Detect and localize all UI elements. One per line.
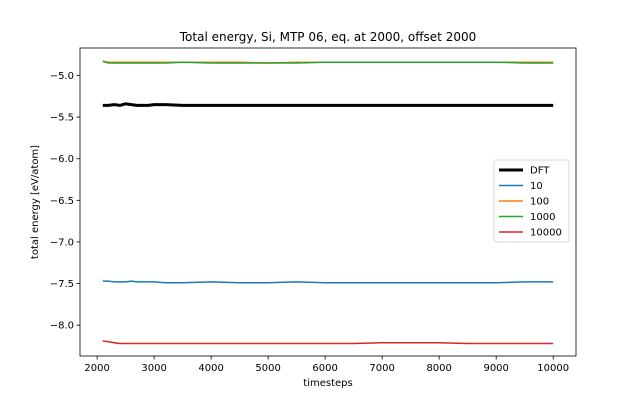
series-layer xyxy=(102,60,554,345)
legend-label-4: 10000 xyxy=(530,228,562,239)
chart-title: Total energy, Si, MTP 06, eq. at 2000, o… xyxy=(179,30,476,44)
x-tick-label: 6000 xyxy=(312,363,337,374)
plot-area: 2000 3000 4000 5000 6000 7000 8000 9000 10000 −5… xyxy=(50,47,577,374)
x-tick-label: 2000 xyxy=(84,363,109,374)
y-ticks: −5.0 −5.5 −6.0 −6.5 −7.0 −7.5 −8.0 xyxy=(50,71,80,332)
y-tick-label: −5.0 xyxy=(50,71,74,82)
legend-label-1: 10 xyxy=(530,181,543,192)
legend: DFT 10 100 1000 10000 xyxy=(493,159,570,243)
x-tick-label: 5000 xyxy=(255,363,280,374)
series-line-3 xyxy=(102,60,554,64)
y-tick-label: −8.0 xyxy=(50,321,74,332)
x-tick-label: 9000 xyxy=(483,363,508,374)
y-tick-label: −7.5 xyxy=(50,279,74,290)
x-tick-label: 3000 xyxy=(141,363,166,374)
legend-box xyxy=(493,159,570,243)
y-tick-label: −6.5 xyxy=(50,196,74,207)
x-ticks: 2000 3000 4000 5000 6000 7000 8000 9000 10000 xyxy=(84,356,569,374)
axes-frame xyxy=(79,47,577,357)
series-line-0 xyxy=(102,102,554,107)
x-tick-label: 10000 xyxy=(537,363,569,374)
series-line-4 xyxy=(102,340,554,345)
x-axis-label: timesteps xyxy=(303,378,352,389)
y-axis-label: total energy [eV/atom] xyxy=(30,145,41,259)
y-tick-label: −7.0 xyxy=(50,237,74,248)
x-tick-label: 8000 xyxy=(426,363,451,374)
series-line-1 xyxy=(102,280,554,284)
y-tick-label: −5.5 xyxy=(50,113,74,124)
legend-label-0: DFT xyxy=(530,166,550,177)
x-tick-label: 7000 xyxy=(369,363,394,374)
y-tick-label: −6.0 xyxy=(50,154,74,165)
legend-label-2: 100 xyxy=(530,197,549,208)
legend-label-3: 1000 xyxy=(530,212,555,223)
x-tick-label: 4000 xyxy=(198,363,223,374)
